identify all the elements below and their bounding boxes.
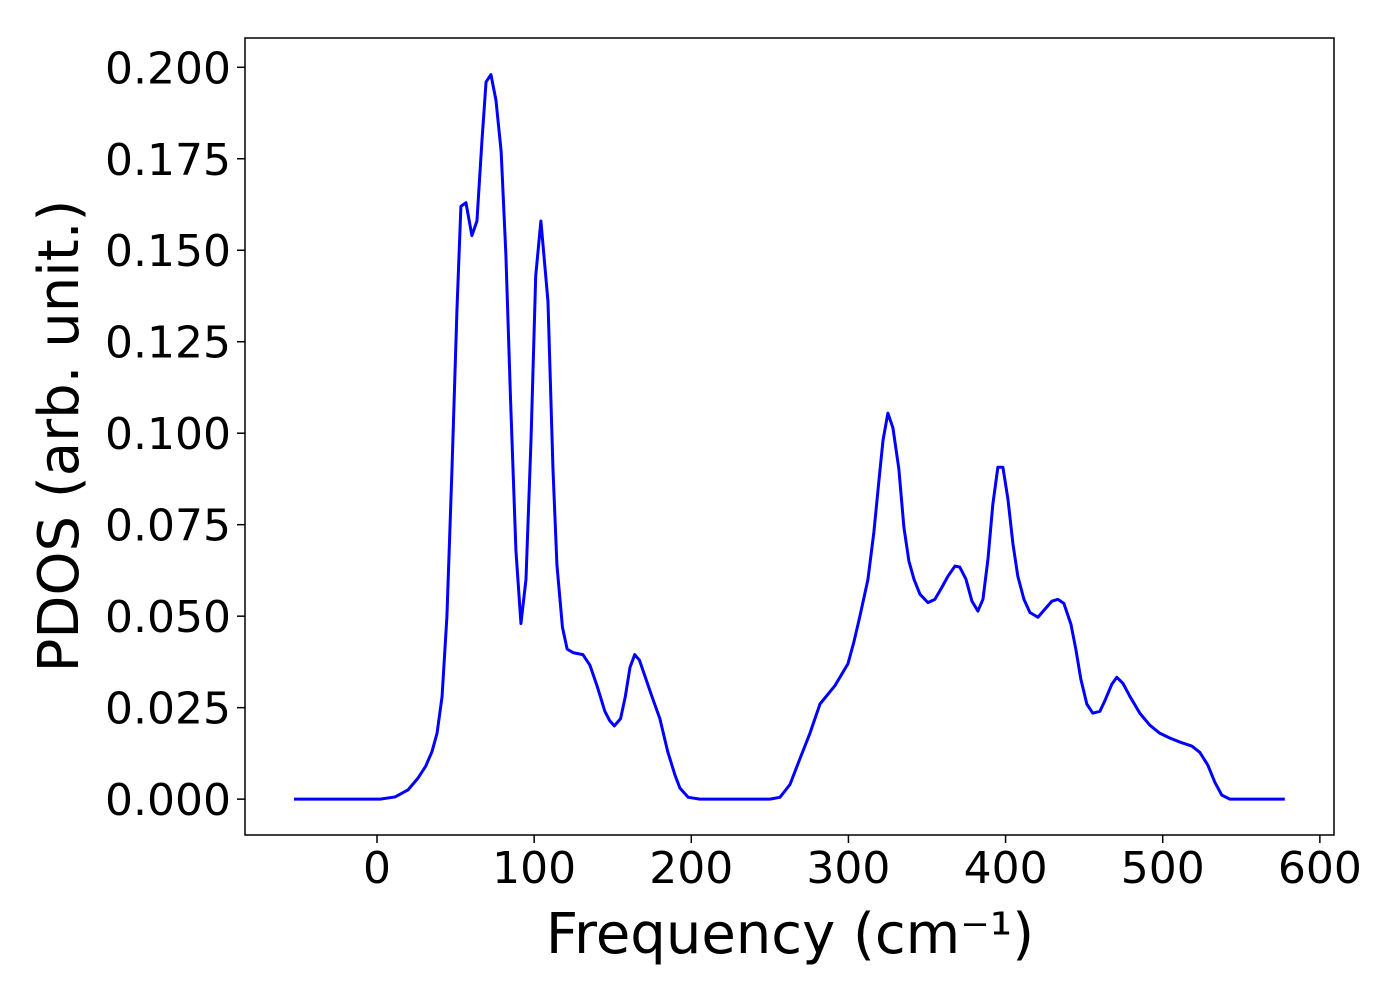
data-line bbox=[294, 73, 1285, 801]
x-tick-label: 400 bbox=[964, 843, 1048, 894]
y-tick-label: 0.025 bbox=[105, 684, 231, 735]
y-tick-label: 0.200 bbox=[105, 43, 231, 94]
x-tick-label: 300 bbox=[806, 843, 890, 894]
y-tick-label: 0.125 bbox=[105, 318, 231, 369]
plot-frame bbox=[244, 37, 1335, 836]
x-axis-label: Frequency (cm⁻¹) bbox=[546, 902, 1034, 967]
y-tick-label: 0.150 bbox=[105, 226, 231, 277]
y-tick-label: 0.100 bbox=[105, 409, 231, 460]
x-tick-label: 100 bbox=[492, 843, 576, 894]
y-tick-label: 0.050 bbox=[105, 592, 231, 643]
y-tick-label: 0.075 bbox=[105, 501, 231, 552]
x-tick-label: 200 bbox=[649, 843, 733, 894]
x-tick-label: 500 bbox=[1121, 843, 1205, 894]
y-tick-label: 0.175 bbox=[105, 135, 231, 186]
x-tick-label: 0 bbox=[363, 843, 391, 894]
y-tick-label: 0.000 bbox=[105, 775, 231, 826]
y-axis-label: PDOS (arb. unit.) bbox=[27, 200, 92, 673]
x-tick-label: 600 bbox=[1278, 843, 1362, 894]
